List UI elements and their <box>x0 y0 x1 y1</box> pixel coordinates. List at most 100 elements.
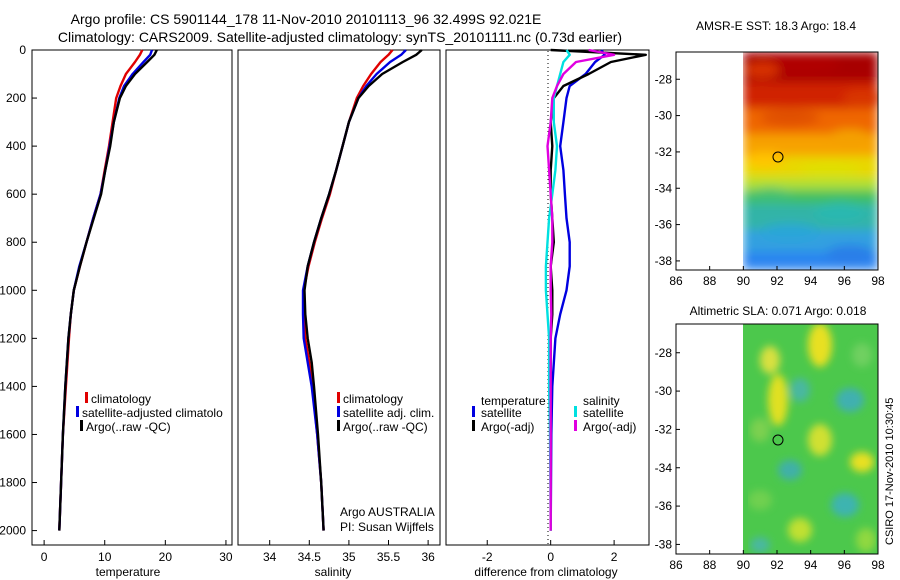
legend-swatch-satellite <box>76 406 79 417</box>
temperature-series <box>58 49 158 531</box>
x-tick-label: 34.5 <box>298 550 322 564</box>
sst-field <box>743 52 878 270</box>
x-tick-label: 2 <box>611 550 618 564</box>
legend-swatch-sal-satellite <box>574 406 577 417</box>
y-tick-label: 800 <box>6 235 26 249</box>
map-x-tick-label: 86 <box>669 274 683 288</box>
legend-label-sal-satellite: satellite <box>583 406 624 420</box>
y-tick-label: 200 <box>6 91 26 105</box>
temperature-panel: 0 10 20 30 0 200 400 600 800 1000 1200 1400 1600 180… <box>0 43 233 579</box>
figure-title-line1: Argo profile: CS 5901144_178 11-Nov-2010… <box>71 11 542 27</box>
sst-map-ticks: 86 88 90 92 94 96 98 -28 -30 -32 -34 -36 -38 <box>655 72 885 288</box>
legend-swatch-temp-satellite <box>472 406 475 417</box>
x-tick-label: -2 <box>482 550 493 564</box>
x-tick-label: 20 <box>159 550 173 564</box>
figure-title-line2: Climatology: CARS2009. Satellite-adjuste… <box>58 29 622 45</box>
difference-legend: temperature satellite Argo(-adj) salinit… <box>472 394 636 434</box>
legend-label-satellite: satellite-adjusted climatolo <box>82 406 223 420</box>
legend-header-temperature: temperature <box>481 394 546 408</box>
sla-map-panel: Altimetric SLA: 0.071 Argo: 0.018 <box>655 304 885 572</box>
map-y-tick-label: -30 <box>655 109 673 123</box>
map-x-tick-label: 92 <box>770 274 784 288</box>
legend-swatch-climatology <box>337 392 340 403</box>
y-tick-label: 1200 <box>0 331 26 345</box>
map-y-tick-label: -34 <box>655 181 673 195</box>
temperature-y-ticks: 0 200 400 600 800 1000 1200 1400 1600 1800 2000 <box>0 43 37 538</box>
map-x-tick-label: 98 <box>871 558 885 572</box>
sla-field <box>743 324 878 554</box>
map-y-tick-label: -28 <box>655 72 673 86</box>
credit-text: CSIRO 17-Nov-2010 10:30:45 <box>884 398 896 545</box>
x-tick-label: 0 <box>41 550 48 564</box>
sst-map-title: AMSR-E SST: 18.3 Argo: 18.4 <box>696 19 856 33</box>
legend-label-argo: Argo(..raw -QC) <box>86 420 171 434</box>
y-tick-label: 400 <box>6 139 26 153</box>
difference-panel: -2 0 2 difference from climatology tempera… <box>445 48 650 579</box>
legend-swatch-temp-argo <box>472 420 475 431</box>
legend-swatch-argo <box>337 420 340 431</box>
legend-label-argo: Argo(..raw -QC) <box>343 420 428 434</box>
map-x-tick-label: 86 <box>669 558 683 572</box>
y-tick-label: 0 <box>19 43 26 57</box>
map-y-tick-label: -38 <box>655 254 673 268</box>
difference-axes-frame <box>445 49 650 546</box>
map-x-tick-label: 94 <box>804 274 818 288</box>
map-x-tick-label: 96 <box>838 558 852 572</box>
y-tick-label: 1800 <box>0 476 26 490</box>
institution-line2: PI: Susan Wijffels <box>340 520 434 534</box>
institution-line1: Argo AUSTRALIA <box>340 505 435 519</box>
legend-label-sal-argo: Argo(-adj) <box>583 420 636 434</box>
legend-swatch-argo <box>80 420 83 431</box>
salinity-xlabel: salinity <box>315 565 352 579</box>
sla-map-title: Altimetric SLA: 0.071 Argo: 0.018 <box>690 304 867 318</box>
sla-map-ticks: 86 88 90 92 94 96 98 -28 -30 -32 -34 -36 -38 <box>655 346 885 572</box>
series-line-salinity-argo-adj- <box>546 48 616 531</box>
map-x-tick-label: 98 <box>871 274 885 288</box>
salinity-series <box>301 49 423 531</box>
x-tick-label: 0 <box>547 550 554 564</box>
salinity-x-ticks: 34 34.5 35 35.5 36 <box>263 540 435 564</box>
series-line-argo-raw-qc- <box>303 49 423 531</box>
legend-label-temp-satellite: satellite <box>481 406 522 420</box>
salinity-panel: 34 34.5 35 35.5 36 salinity climatology sate… <box>237 49 441 579</box>
salinity-legend: climatology satellite adj. clim. Argo(..… <box>337 392 434 434</box>
argo-position-marker <box>772 434 784 446</box>
map-x-tick-label: 90 <box>737 558 751 572</box>
series-line-temperature-argo-adj- <box>549 48 647 531</box>
legend-swatch-sal-argo <box>574 420 577 431</box>
temperature-xlabel: temperature <box>96 565 161 579</box>
legend-label-climatology: climatology <box>91 392 151 406</box>
temperature-x-ticks: 0 10 20 30 <box>41 540 233 564</box>
y-tick-label: 1400 <box>0 379 26 393</box>
map-x-tick-label: 92 <box>770 558 784 572</box>
legend-label-satellite: satellite adj. clim. <box>343 406 434 420</box>
x-tick-label: 35.5 <box>377 550 401 564</box>
difference-series <box>544 48 647 531</box>
legend-swatch-satellite <box>337 406 340 417</box>
legend-swatch-climatology <box>85 392 88 403</box>
map-y-tick-label: -36 <box>655 218 673 232</box>
map-y-tick-label: -30 <box>655 384 673 398</box>
x-tick-label: 36 <box>421 550 435 564</box>
temperature-legend: climatology satellite-adjusted climatolo… <box>76 392 223 434</box>
map-x-tick-label: 90 <box>737 274 751 288</box>
y-tick-label: 1000 <box>0 283 26 297</box>
temperature-axes-frame <box>31 49 233 546</box>
series-line-temperature-satellite <box>549 49 606 531</box>
argo-position-marker <box>772 151 784 163</box>
y-tick-label: 600 <box>6 187 26 201</box>
map-x-tick-label: 88 <box>703 274 717 288</box>
salinity-axes-frame <box>237 49 441 546</box>
series-line-climatology <box>58 49 144 531</box>
difference-x-ticks: -2 0 2 <box>482 540 618 564</box>
y-tick-label: 2000 <box>0 524 26 538</box>
x-tick-label: 30 <box>219 550 233 564</box>
map-y-tick-label: -28 <box>655 346 673 360</box>
map-y-tick-label: -34 <box>655 461 673 475</box>
map-y-tick-label: -32 <box>655 145 673 159</box>
y-tick-label: 1600 <box>0 427 26 441</box>
x-tick-label: 34 <box>263 550 277 564</box>
map-x-tick-label: 96 <box>838 274 852 288</box>
difference-xlabel: difference from climatology <box>474 565 617 579</box>
